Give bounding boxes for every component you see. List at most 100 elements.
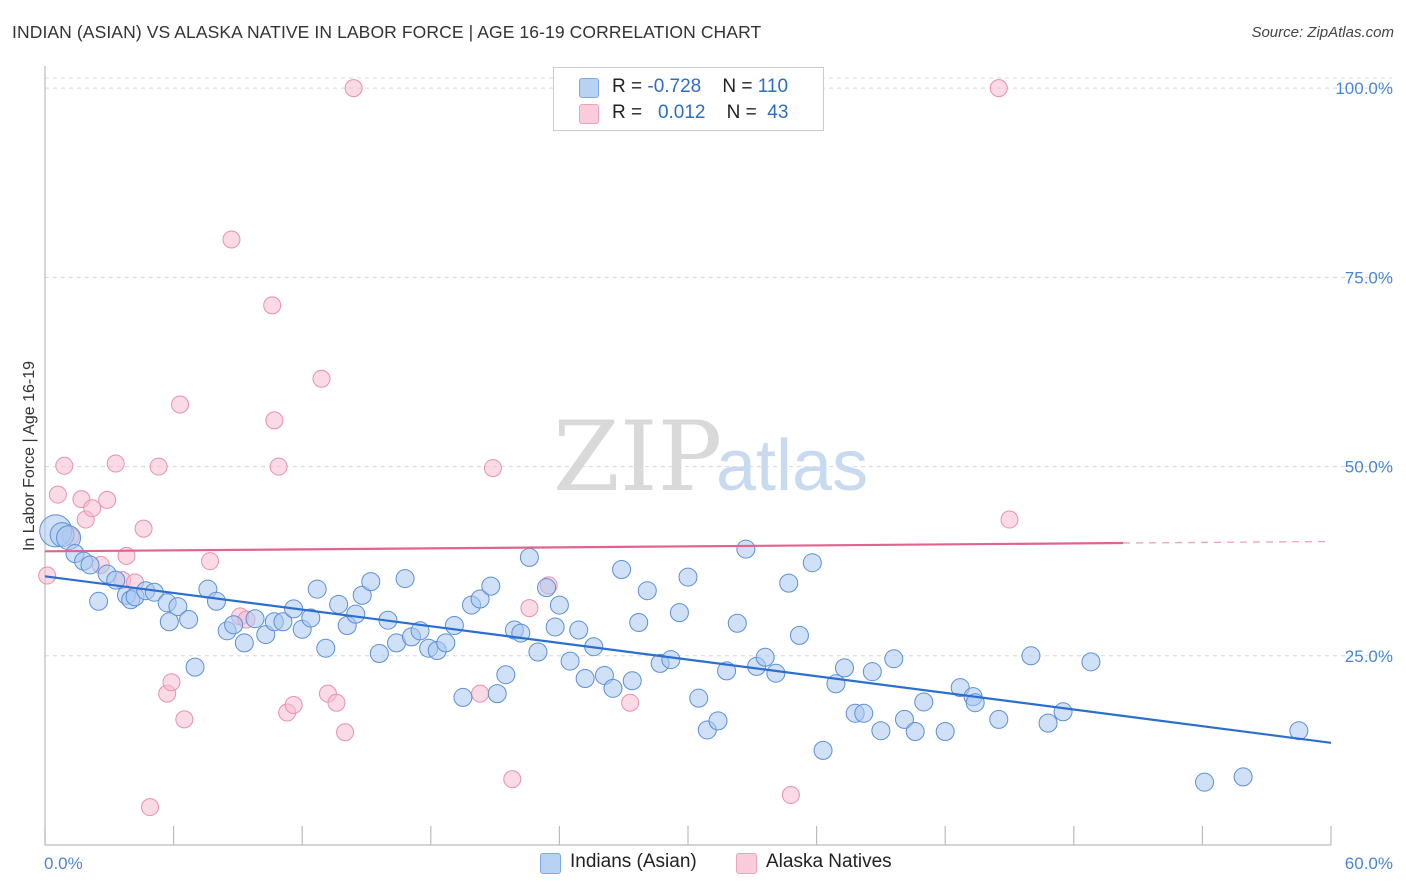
indians-asian-points [39,514,1309,792]
alaska-trend-line [44,541,1124,553]
indian-asian-point [789,625,809,645]
indian-asian-point [89,591,109,611]
axes [44,66,1332,846]
alaska-native-point [621,693,640,712]
indian-asian-point [1195,772,1215,792]
watermark: ZIP atlas [553,401,868,513]
alaska-native-point [503,770,522,789]
indian-asian-point [708,711,728,731]
watermark-atlas: atlas [716,426,868,506]
indian-asian-point [989,709,1009,729]
alaska-native-point [336,723,355,742]
blue-swatch-icon [540,853,561,874]
indian-asian-point [361,572,381,592]
y-tick-label: 25.0% [1345,647,1393,666]
indian-asian-point [206,591,226,611]
indian-asian-point [395,569,415,589]
stats-legend: R = -0.728 N = 110 R = 0.012 N = 43 [553,67,824,131]
trend-lines [44,540,1332,744]
indian-asian-point [185,657,205,677]
indian-asian-point [569,620,589,640]
alaska-native-point [471,684,490,703]
alaska-native-point [344,79,363,98]
y-axis-title: In Labor Force | Age 16-19 [21,361,38,551]
alaska-native-point [171,395,190,414]
indian-asian-point [603,678,623,698]
indian-asian-point [436,633,456,653]
indian-asian-point [560,651,580,671]
indian-asian-point [612,560,632,580]
chart-title: INDIAN (ASIAN) VS ALASKA NATIVE IN LABOR… [12,22,762,42]
x-tick-label: 0.0% [44,854,83,873]
indian-asian-point [717,661,737,681]
alaska-native-point [98,490,117,509]
alaska-native-point [141,798,160,817]
indian-asian-point [545,617,565,637]
alaska-native-point [269,457,288,476]
legend-label: Alaska Natives [766,851,892,872]
alaska-native-point [520,599,539,618]
indian-asian-point [622,671,642,691]
indian-asian-point [862,662,882,682]
indian-asian-point [234,633,254,653]
indian-asian-point [689,688,709,708]
indian-asian-point [80,555,100,575]
pink-swatch-icon [579,104,599,124]
indian-asian-point [950,678,970,698]
watermark-zip: ZIP [553,401,722,513]
indian-asian-point [905,721,925,741]
indian-asian-point [307,579,327,599]
y-tick-labels: 25.0% 50.0% 75.0% 100.0% [1335,79,1393,666]
alaska-native-point [312,369,331,388]
indian-asian-point [549,595,569,615]
indian-asian-point [779,573,799,593]
indian-asian-point [352,585,372,605]
indian-asian-point [519,547,539,567]
indian-asian-point [329,594,349,614]
indian-asian-point [894,709,914,729]
indian-asian-point [736,539,756,559]
source-label: Source: ZipAtlas.com [1251,24,1394,41]
indian-asian-point [481,576,501,596]
indian-asian-point [914,692,934,712]
indian-asian-point [637,581,657,601]
indian-asian-point [537,578,557,598]
alaska-native-point [48,485,67,504]
indian-asian-point [487,684,507,704]
alaska-trend-extension [1123,540,1332,544]
y-tick-label: 100.0% [1335,79,1393,98]
alaska-native-point [55,456,74,475]
indian-asian-point [1233,767,1253,787]
alaska-native-point [222,230,241,249]
indian-asian-point [224,615,244,635]
x-tick-labels: 0.0% 60.0% [44,854,1393,873]
alaska-native-point [162,673,181,692]
y-tick-label: 50.0% [1345,458,1393,477]
alaska-native-point [134,519,153,538]
alaska-native-point [83,499,102,518]
indians-trend-line [44,575,1332,744]
indian-asian-point [1053,702,1073,722]
indian-asian-point [834,658,854,678]
alaska-native-point [106,454,125,473]
indian-asian-point [766,663,786,683]
indian-asian-point [179,609,199,629]
indian-asian-point [1038,713,1058,733]
legend-label: Indians (Asian) [570,851,697,872]
alaska-natives-points [38,79,1019,817]
alaska-native-point [265,411,284,430]
indian-asian-point [629,612,649,632]
blue-swatch-icon [579,78,599,98]
y-tick-label: 75.0% [1345,268,1393,287]
alaska-native-point [284,695,303,714]
alaska-native-point [263,296,282,315]
indian-asian-point [301,608,321,628]
pink-swatch-icon [736,853,757,874]
indian-asian-point [245,609,265,629]
indian-asian-point [273,612,293,632]
alaska-native-point [989,79,1008,98]
legend-row-text: R = -0.728 N = 110 [612,76,789,97]
indian-asian-point [168,597,188,617]
x-tick-label: 60.0% [1345,854,1393,873]
